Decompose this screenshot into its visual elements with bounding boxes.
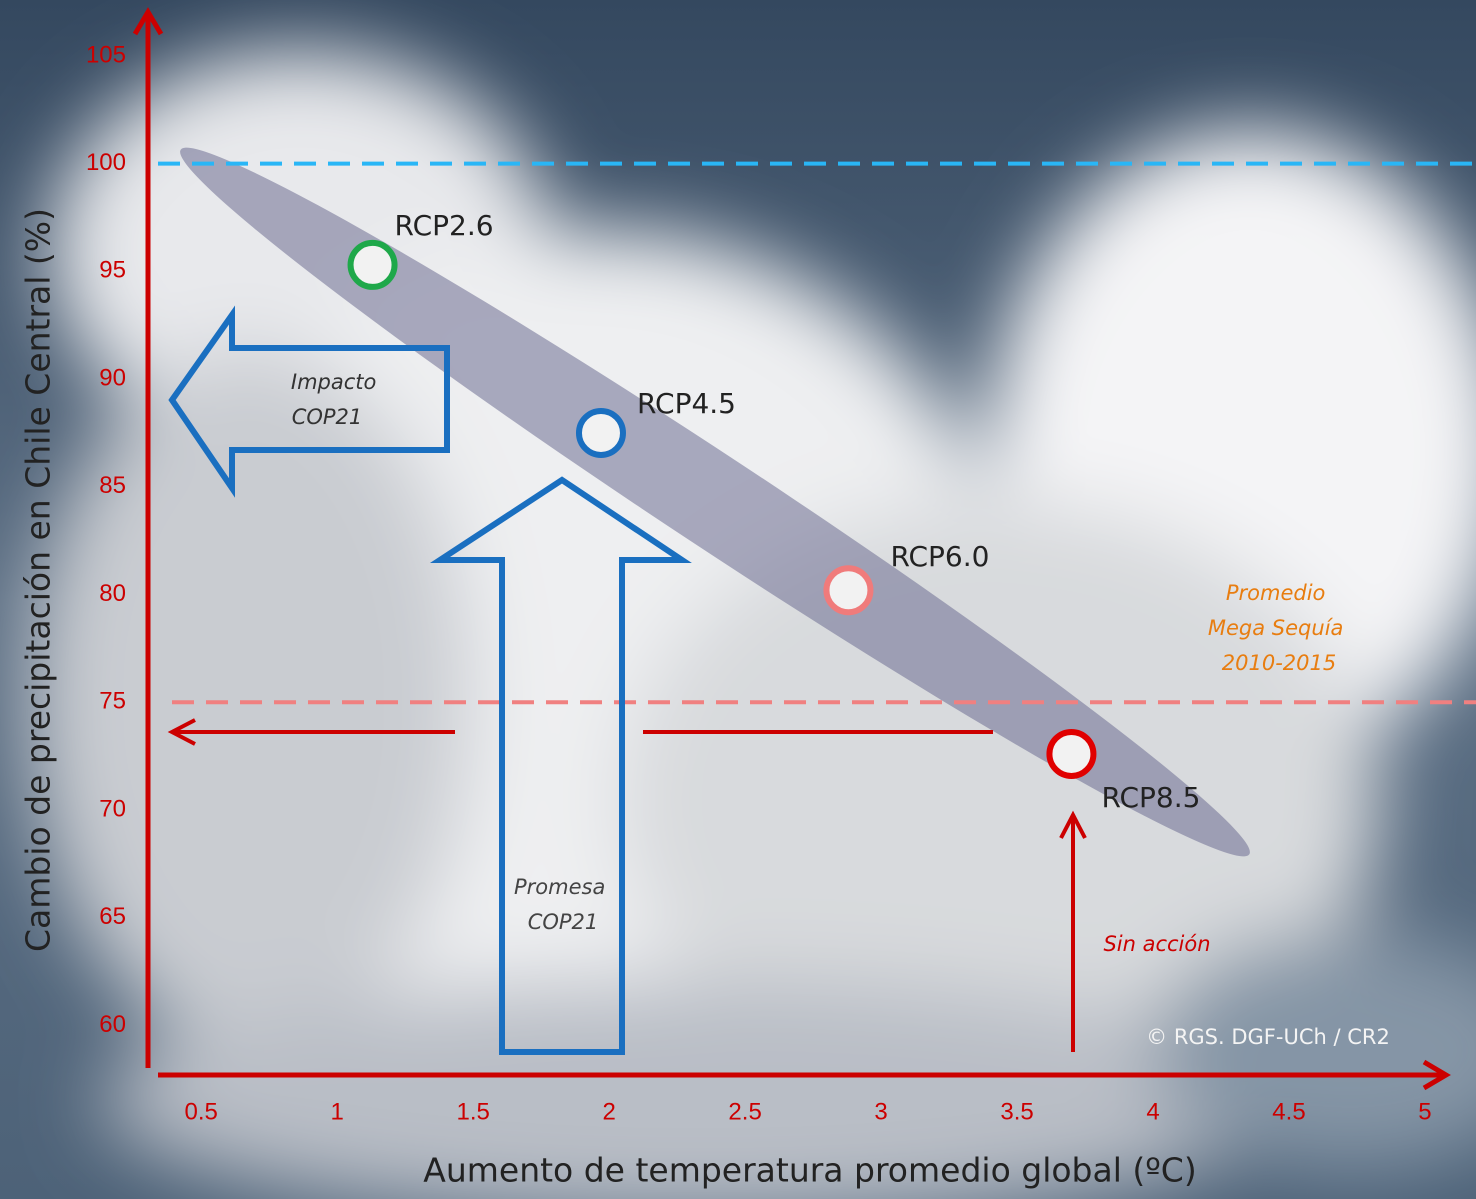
annotation-line: COP21 xyxy=(528,910,599,934)
annotation-line: Mega Sequía xyxy=(1208,616,1344,640)
x-tick-label: 1 xyxy=(331,1098,344,1125)
reference-lines xyxy=(158,161,1476,705)
credit: © RGS. DGF-UCh / CR2 xyxy=(1146,1025,1390,1049)
point xyxy=(347,239,398,290)
annotation-line: Promedio xyxy=(1226,581,1326,605)
x-tick-label: 4 xyxy=(1146,1098,1159,1125)
impact-arrow xyxy=(168,305,450,498)
y-tick-label: 65 xyxy=(99,903,126,930)
x-tick-label: 2.5 xyxy=(728,1098,761,1125)
annotation: Promedio Mega Sequía 2010-2015 xyxy=(1208,581,1350,675)
point xyxy=(1046,728,1097,779)
y-tick-label: 85 xyxy=(99,472,126,499)
x-tick-label: 3 xyxy=(874,1098,887,1125)
point-label: RCP4.5 xyxy=(637,387,736,420)
annotation-line: COP21 xyxy=(292,405,363,429)
x-tick-label: 0.5 xyxy=(185,1098,218,1125)
point xyxy=(823,565,874,616)
y-tick-label: 70 xyxy=(99,795,126,822)
point-label: RCP8.5 xyxy=(1101,781,1200,814)
y-tick-label: 75 xyxy=(99,688,126,715)
y-tick-label: 105 xyxy=(86,41,126,68)
annotation-line: Impacto xyxy=(291,370,376,394)
x-axis-title: Aumento de temperatura promedio global (… xyxy=(423,1151,1196,1190)
x-tick-label: 3.5 xyxy=(1000,1098,1033,1125)
axes xyxy=(132,7,1451,1091)
red-arrows xyxy=(167,718,1087,1052)
y-tick-label: 100 xyxy=(86,149,126,176)
x-tick-label: 5 xyxy=(1418,1098,1431,1125)
annotation-line: Promesa xyxy=(514,875,605,899)
y-tick-label: 60 xyxy=(99,1011,126,1038)
point-label: RCP6.0 xyxy=(890,540,989,573)
annotation-line: 2010-2015 xyxy=(1222,651,1336,675)
annotation: Promesa COP21 xyxy=(514,875,612,934)
x-tick-label: 4.5 xyxy=(1272,1098,1305,1125)
y-tick-label: 95 xyxy=(99,257,126,284)
point xyxy=(575,407,626,458)
annotation: Sin acción xyxy=(1103,932,1210,956)
clouds xyxy=(30,50,1476,1199)
point-label: RCP2.6 xyxy=(395,209,494,242)
promise-arrow xyxy=(429,476,692,1055)
annotation: Impacto COP21 xyxy=(291,370,383,429)
y-tick-label: 90 xyxy=(99,364,126,391)
y-tick-label: 80 xyxy=(99,580,126,607)
x-tick-label: 2 xyxy=(602,1098,615,1125)
y-axis-title: Cambio de precipitación en Chile Central… xyxy=(19,208,58,952)
spread-ellipse xyxy=(180,147,1250,857)
x-tick-label: 1.5 xyxy=(456,1098,489,1125)
